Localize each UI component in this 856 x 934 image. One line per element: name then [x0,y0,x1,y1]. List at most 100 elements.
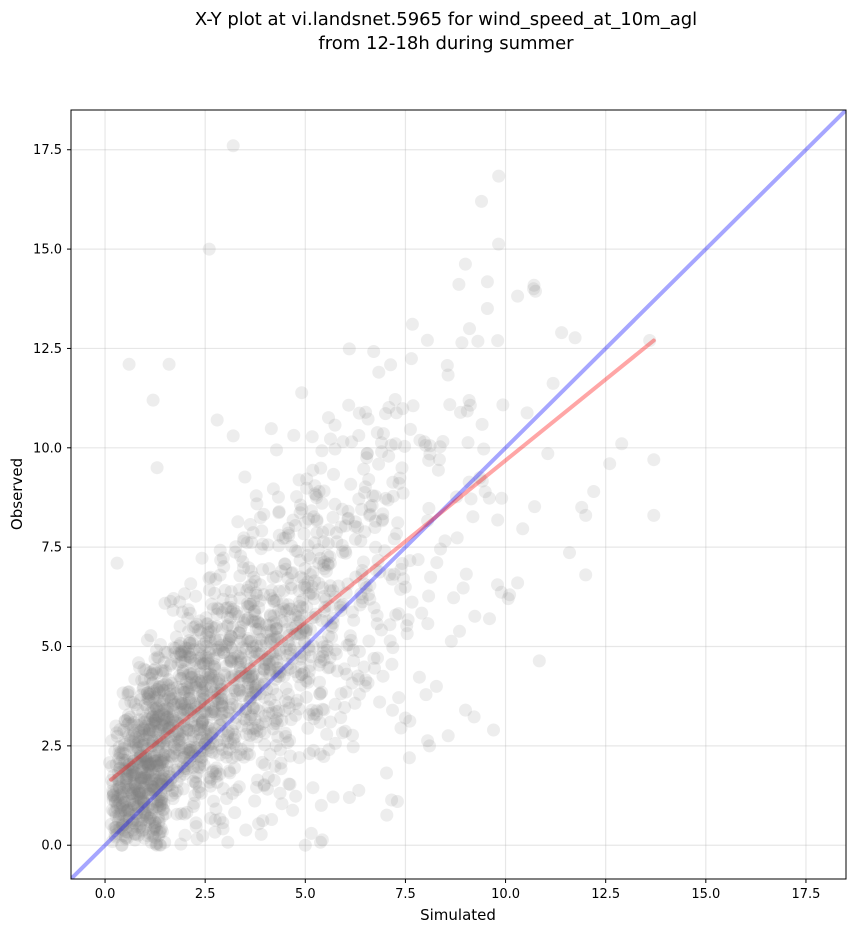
data-point [140,686,154,700]
data-point [217,666,231,680]
data-point [288,519,302,532]
data-point [317,604,331,618]
data-point [359,673,373,687]
data-point [121,820,135,834]
data-point [166,705,180,719]
data-point [312,650,326,664]
data-point [197,706,211,719]
data-point [161,689,175,703]
data-point [143,671,157,685]
data-point [336,598,350,611]
data-point [208,633,222,647]
data-point [112,781,126,794]
data-point [114,794,127,808]
data-point [378,544,392,558]
data-point [286,513,300,527]
data-point [239,666,253,680]
data-point [165,676,178,690]
data-point [166,713,179,727]
data-point [159,781,173,794]
data-point [375,445,389,459]
data-point [360,451,374,465]
data-point [142,814,156,828]
data-point [205,765,219,779]
data-point [115,838,129,852]
data-point [234,620,248,634]
data-point [236,641,250,655]
data-point [195,551,209,565]
data-point [147,663,161,677]
data-point [111,798,125,812]
data-point [124,775,138,789]
data-point [145,776,159,790]
data-point [284,566,298,580]
data-point [120,726,133,740]
data-point [226,732,240,746]
data-point [140,754,154,768]
data-point [178,762,192,775]
data-point [345,605,359,619]
data-point [291,693,304,707]
data-point [362,473,376,486]
data-point [201,721,215,735]
data-point [495,491,509,505]
data-point [141,686,154,700]
data-point [464,492,478,506]
data-point [283,777,297,791]
data-point [274,756,288,770]
data-point [168,786,182,800]
data-point [235,651,249,665]
data-point [213,718,227,732]
data-point [174,648,188,662]
data-point [272,704,286,718]
data-point [301,539,315,553]
data-point [185,716,199,730]
data-point [157,768,171,782]
data-point [139,663,153,677]
data-point [157,752,171,766]
data-point [194,675,208,689]
data-point [275,797,289,811]
data-point [371,553,385,567]
data-point [257,662,271,676]
data-point [338,701,352,714]
data-point [215,683,229,697]
data-point [144,835,158,849]
data-point [155,777,169,791]
data-point [467,710,481,724]
data-point [118,772,132,786]
data-point [155,777,168,791]
data-point [128,779,142,793]
data-point [244,645,258,659]
data-point [257,690,271,704]
data-point [194,720,208,734]
data-point [159,772,173,786]
data-point [132,723,146,737]
data-point [200,683,214,697]
data-point [112,752,126,766]
data-point [225,751,239,765]
data-point [123,710,137,724]
data-point [141,760,155,773]
data-point [146,723,159,737]
data-point [178,648,192,662]
data-point [170,680,184,694]
data-point [269,687,283,701]
data-point [255,524,269,538]
data-point [192,785,206,799]
data-point [177,764,191,778]
data-point [335,726,349,740]
data-point [150,716,164,730]
data-point [147,749,161,763]
data-point [132,784,146,798]
data-point [317,653,331,667]
data-point [137,795,150,809]
data-point [308,610,322,624]
data-point [277,602,291,616]
data-point [316,558,330,572]
data-point [246,686,260,700]
data-point [223,671,237,685]
data-point [130,813,144,827]
data-point [117,781,131,795]
data-point [281,663,295,677]
